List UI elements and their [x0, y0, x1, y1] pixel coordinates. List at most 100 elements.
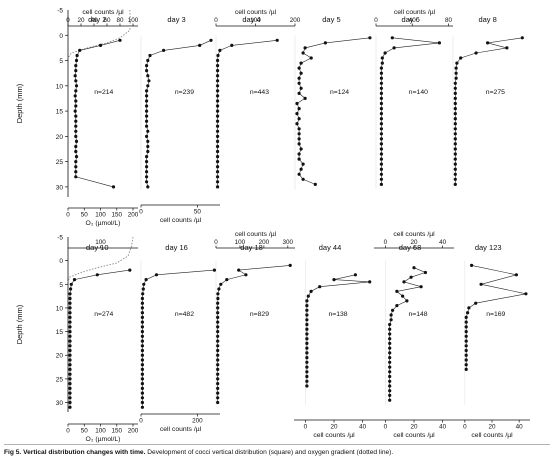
cell-count-point — [486, 41, 490, 45]
cell-count-point — [379, 66, 383, 70]
panel-title: day 8 — [478, 15, 496, 24]
cell-count-point — [379, 117, 383, 121]
cell-count-point — [388, 374, 392, 379]
cell-count-point — [409, 275, 413, 279]
cell-count-point — [140, 391, 144, 395]
cell-count-point — [388, 327, 392, 331]
x-axis-title: cell counts /µl — [160, 217, 202, 224]
cell-count-point — [216, 170, 220, 174]
cell-count-point — [140, 348, 144, 353]
cell-count-point — [216, 74, 220, 78]
cell-count-point — [379, 96, 383, 100]
cell-count-point — [306, 294, 310, 298]
x-tick-label: 200 — [128, 428, 139, 435]
x-tick-label: 100 — [95, 239, 106, 246]
cell-count-point — [95, 273, 99, 277]
cell-count-point — [216, 367, 220, 371]
cell-count-point — [68, 391, 72, 395]
cell-count-point — [68, 377, 72, 381]
cell-count-point — [305, 346, 309, 350]
cell-count-point — [379, 101, 383, 106]
panel-sample-count: n=443 — [250, 89, 269, 96]
depth-tick-label: 10 — [56, 83, 64, 90]
cell-count-point — [212, 268, 216, 272]
cell-count-point — [297, 127, 301, 131]
x-tick-label: 20 — [77, 17, 85, 24]
x-axis-title: O₂ (µmol/L) — [86, 220, 121, 227]
cell-count-point — [145, 134, 149, 138]
x-tick-label: 80 — [445, 17, 453, 24]
cell-count-point — [305, 318, 309, 322]
cell-count-point — [514, 273, 519, 277]
cell-count-point — [464, 367, 468, 371]
x-tick-label: 0 — [384, 239, 388, 246]
x-tick-label: 300 — [283, 239, 294, 246]
cell-count-point — [216, 353, 220, 357]
cell-count-point — [68, 325, 72, 329]
cell-count-point — [305, 341, 309, 345]
cell-count-point — [140, 353, 144, 357]
x-tick-label: 40 — [439, 239, 447, 246]
cell-count-point — [297, 172, 301, 176]
cell-count-point — [216, 53, 220, 58]
panel-sample-count: n=274 — [94, 311, 113, 318]
x-tick-label: 0 — [374, 17, 378, 24]
cell-count-point — [389, 318, 393, 322]
cell-count-point — [145, 69, 149, 73]
panel-sample-count: n=169 — [486, 311, 505, 318]
cell-count-point — [146, 149, 150, 154]
cell-count-point — [216, 396, 220, 400]
cell-count-point — [145, 180, 149, 184]
cell-count-point — [395, 304, 399, 308]
cell-count-point — [68, 292, 72, 296]
cell-count-point — [145, 124, 149, 128]
cell-count-point — [230, 43, 234, 48]
cell-count-point — [305, 304, 309, 308]
cell-count-point — [453, 96, 457, 100]
x-tick-label: 50 — [194, 209, 202, 216]
cell-count-point — [216, 94, 220, 98]
cell-count-point — [401, 294, 405, 298]
cell-count-point — [388, 398, 392, 402]
cell-count-point — [162, 48, 166, 53]
cell-count-point — [145, 160, 149, 164]
x-tick-label: 0 — [214, 239, 218, 246]
cell-count-point — [437, 41, 441, 45]
cell-count-point — [75, 53, 79, 58]
cell-count-point — [146, 74, 150, 78]
depth-tick-label: 25 — [56, 159, 64, 166]
caption-label: Fig 5. — [4, 449, 22, 456]
cell-count-point — [140, 334, 144, 338]
cell-count-point — [146, 129, 150, 133]
cell-count-point — [145, 104, 149, 108]
cell-count-point — [379, 182, 383, 186]
caption-text: Development of cocci vertical distributi… — [147, 449, 394, 456]
cell-count-point — [68, 306, 72, 310]
cell-count-point — [146, 58, 150, 63]
cell-count-point — [74, 155, 79, 159]
cell-count-point — [216, 386, 220, 390]
panel-sample-count: n=239 — [175, 89, 194, 96]
cell-count-point — [216, 296, 220, 301]
cell-count-point — [453, 137, 457, 141]
cell-count-point — [145, 89, 149, 93]
cell-count-point — [145, 175, 149, 179]
cell-count-point — [388, 341, 392, 345]
x-tick-label: 100 — [235, 239, 246, 246]
cell-count-point — [146, 84, 150, 88]
cell-count-line — [454, 37, 523, 185]
cell-count-point — [216, 339, 220, 343]
cell-count-point — [219, 282, 223, 286]
cell-count-point — [68, 386, 72, 390]
cell-count-point — [216, 139, 220, 143]
cell-count-point — [395, 289, 399, 293]
x-tick-label: 40 — [439, 424, 447, 431]
cell-count-point — [74, 139, 79, 143]
cell-count-point — [216, 382, 220, 386]
cell-count-point — [464, 320, 468, 324]
cell-count-point — [68, 320, 72, 324]
cell-count-point — [295, 122, 299, 126]
cell-count-point — [379, 127, 383, 131]
cell-count-point — [216, 377, 220, 381]
cell-count-point — [140, 320, 144, 324]
